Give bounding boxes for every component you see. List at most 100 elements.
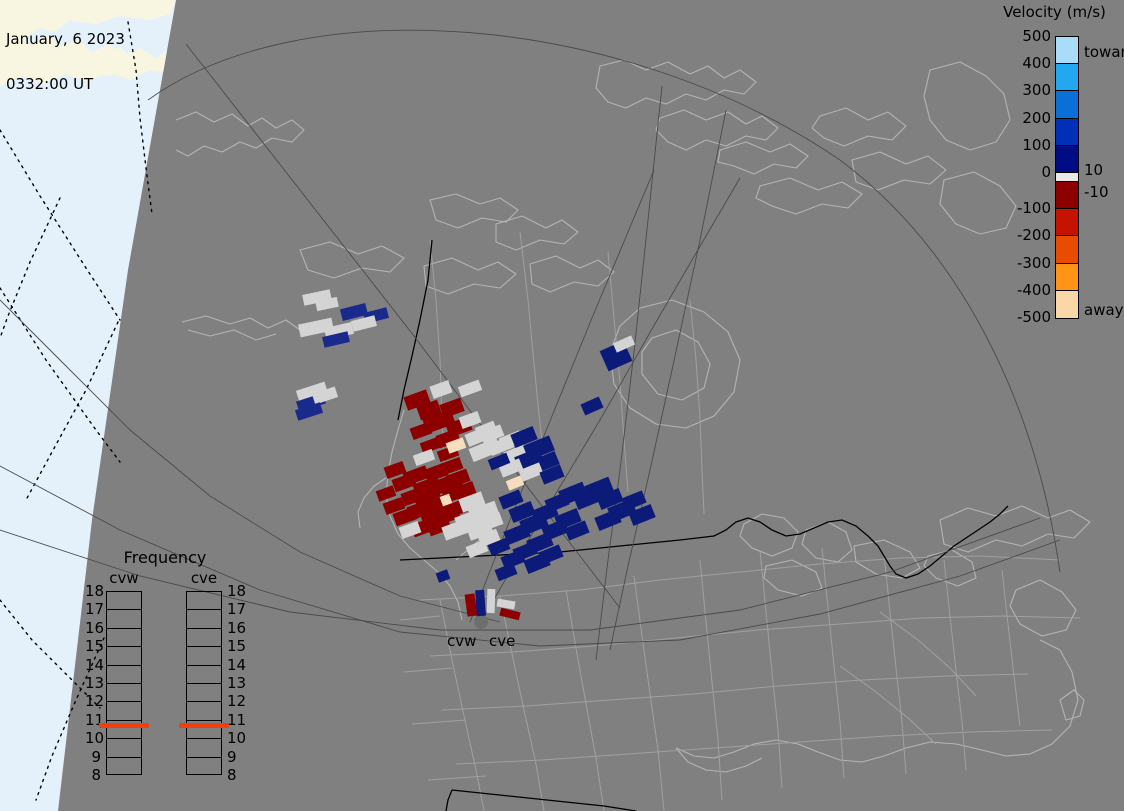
scatter-cell: [510, 426, 538, 448]
scatter-cell: [439, 397, 465, 419]
velocity-tick-label: 200: [1022, 108, 1051, 127]
velocity-colorbar-segment: [1056, 290, 1078, 318]
scatter-cell: [419, 437, 441, 454]
frequency-cell: [107, 684, 141, 703]
coastline-layer: [175, 59, 1091, 773]
velocity-colorbar-segment: [1056, 118, 1078, 146]
velocity-tick-label: 300: [1022, 81, 1051, 100]
scatter-cell: [564, 520, 590, 541]
velocity-inner-upper-label: 10: [1084, 161, 1104, 179]
frequency-scale-label: 10: [85, 729, 105, 748]
frequency-legend-title: Frequency: [123, 548, 207, 567]
scatter-cell: [508, 501, 536, 523]
scatter-cell: [315, 296, 339, 312]
frequency-scale-label: 14: [85, 655, 105, 674]
timestamp: January, 6 2023 0332:00 UT: [6, 2, 125, 122]
velocity-colorbar-segment: [1056, 181, 1078, 210]
site-label-cve: cve: [489, 632, 516, 650]
scatter-cell: [594, 509, 622, 531]
velocity-colorbar-segment: [1056, 209, 1078, 237]
frequency-scale-label: 15: [227, 637, 247, 656]
scatter-cell: [596, 488, 624, 510]
scatter-cell: [539, 464, 565, 485]
velocity-colorbar-title: Velocity (m/s): [1003, 3, 1106, 21]
velocity-tick-label: 0: [1041, 163, 1051, 181]
frequency-cell: [107, 739, 141, 758]
frequency-cell: [107, 702, 141, 721]
frequency-cell: [107, 610, 141, 629]
frequency-cell: [187, 721, 221, 740]
velocity-tick-label: -300: [1016, 253, 1051, 272]
frequency-cell: [187, 739, 221, 758]
frequency-scale-label: 13: [85, 674, 105, 692]
scatter-cell: [445, 437, 467, 454]
frequency-cell: [107, 629, 141, 648]
scatter-cell: [584, 476, 614, 501]
scatter-cell: [487, 452, 511, 471]
scatter-cell: [487, 537, 511, 557]
velocity-tick-label: -100: [1016, 199, 1051, 218]
scatter-cell: [486, 588, 496, 614]
frequency-legend: Frequency cvw cve 18 17 16 15 14 13 12 11 10 9 8 1…: [85, 548, 247, 784]
scatter-cell: [474, 420, 498, 439]
scatter-cell: [518, 462, 544, 482]
frequency-cell: [187, 629, 221, 648]
scatter-cell: [435, 569, 451, 583]
velocity-tick-label: 100: [1022, 135, 1051, 154]
day-landmass: [0, 0, 176, 86]
scatter-cell: [351, 315, 377, 332]
scatter-cell: [398, 520, 422, 540]
scatter-cell: [498, 458, 524, 478]
frequency-scale-label: 8: [91, 766, 101, 784]
frequency-scale-label: 12: [227, 692, 247, 711]
frequency-cell: [107, 666, 141, 684]
scatter-cell: [505, 475, 525, 491]
scatter-cell: [403, 389, 431, 411]
terminator-lines: [0, 21, 153, 801]
scatter-cell: [458, 410, 482, 430]
frequency-bar-cve: [186, 591, 222, 775]
timestamp-time: 0332:00 UT: [6, 75, 94, 93]
velocity-colorbar-gradient: [1055, 36, 1079, 319]
scatter-cell: [383, 460, 407, 480]
velocity-tick-label: -200: [1016, 226, 1051, 245]
scatter-cell: [382, 496, 406, 516]
scatter-cell: [445, 468, 471, 489]
scatter-cell: [498, 489, 524, 510]
velocity-tick-label: 500: [1022, 27, 1051, 45]
frequency-scale-label: 18: [227, 582, 247, 600]
scatter-cell: [375, 485, 397, 502]
scatter-cell: [294, 402, 324, 421]
frequency-scale-label: 17: [85, 600, 105, 619]
national-border-layer: [397, 239, 1009, 811]
scatter-cell: [538, 544, 564, 565]
scatter-cell: [499, 607, 521, 621]
scatter-cell: [426, 516, 452, 537]
frequency-cell: [187, 666, 221, 684]
frequency-marker-cvw: [99, 723, 149, 729]
frequency-scale-label: 13: [227, 674, 247, 692]
scatter-cell: [500, 549, 526, 570]
frequency-cell: [187, 758, 221, 776]
scatter-cell: [298, 317, 334, 338]
frequency-cell: [187, 647, 221, 666]
scatter-cell: [435, 428, 461, 449]
frequency-scale-label: 18: [85, 582, 105, 600]
frequency-scale-label: 9: [91, 747, 101, 766]
scatter-cell: [409, 421, 433, 441]
scatter-cell: [503, 444, 529, 464]
scatter-cell: [392, 506, 418, 527]
frequency-scale-label: 11: [227, 710, 247, 729]
scatter-cell: [441, 519, 469, 541]
velocity-colorbar: Velocity (m/s) 500 400 300 200 100 0 -100 -200 -…: [985, 0, 1124, 330]
velocity-colorbar-segment: [1056, 236, 1078, 264]
velocity-colorbar-segment: [1056, 91, 1078, 119]
frequency-cell: [107, 647, 141, 666]
scatter-cell: [628, 504, 656, 526]
frequency-cell: [187, 592, 221, 611]
frequency-cell: [187, 684, 221, 703]
scatter-cell: [465, 539, 489, 559]
velocity-tick-label: -400: [1016, 280, 1051, 299]
